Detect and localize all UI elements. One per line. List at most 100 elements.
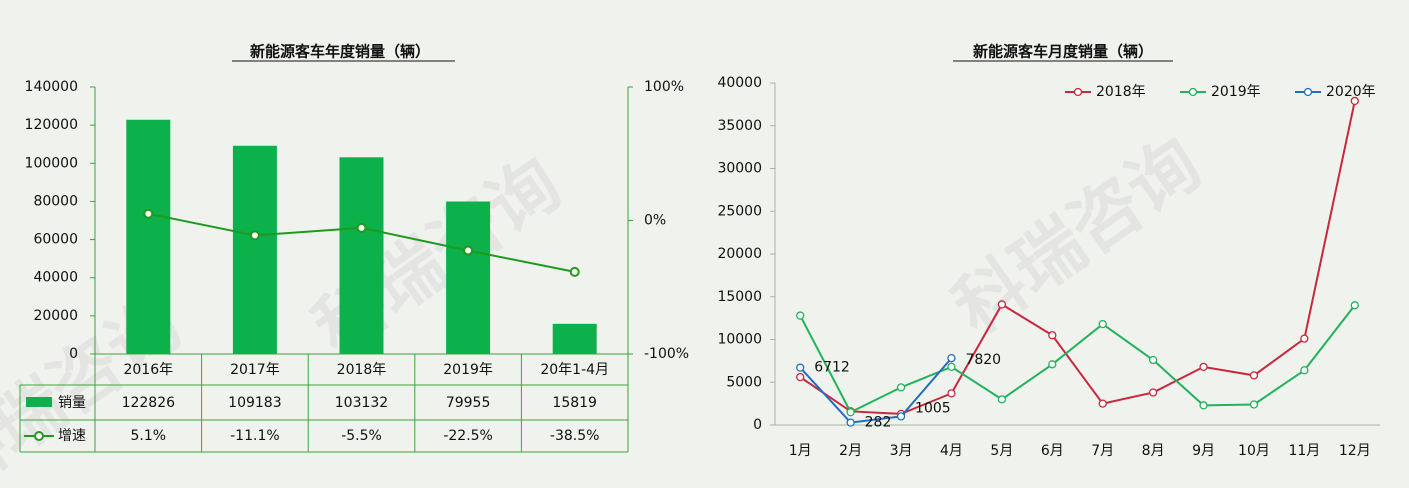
point: [796, 363, 805, 372]
y2-tick-label: -100%: [644, 346, 689, 362]
x-tick-label: 4月: [940, 443, 963, 459]
point: [1098, 319, 1107, 329]
x-tick-label: 7月: [1091, 443, 1114, 459]
point: [846, 408, 855, 417]
y-tick-label: 5000: [726, 374, 762, 390]
series-line: [799, 304, 1356, 414]
growth-marker: [463, 245, 474, 256]
y-tick-label: 0: [69, 346, 78, 362]
point: [896, 412, 906, 421]
bar: [232, 145, 277, 354]
x-tick-label: 2016年: [123, 362, 173, 378]
point: [1300, 366, 1309, 375]
point: [846, 418, 855, 427]
y-tick-label: 20000: [717, 246, 762, 262]
point: [796, 311, 805, 320]
growth-marker: [569, 266, 580, 277]
bar: [339, 157, 384, 354]
x-tick-label: 12月: [1339, 443, 1371, 459]
y-tick-label: 10000: [717, 332, 762, 348]
legend-label: 2020年: [1326, 84, 1376, 100]
table-value: 15819: [552, 395, 597, 411]
y-tick-label: 15000: [717, 289, 762, 305]
legend-label: 销量: [58, 395, 86, 411]
point: [947, 362, 956, 372]
x-tick-label: 6月: [1041, 443, 1064, 459]
point: [997, 395, 1007, 404]
data-label: 282: [865, 415, 892, 431]
legend-marker: [1188, 87, 1198, 97]
y-tick-label: 140000: [25, 79, 78, 95]
y2-tick-label: 0%: [644, 213, 666, 229]
growth-marker: [249, 230, 260, 241]
y-tick-label: 100000: [25, 155, 78, 171]
x-tick-label: 5月: [990, 443, 1013, 459]
table-value: 109183: [228, 395, 281, 411]
table-value: -22.5%: [443, 428, 493, 444]
table-value: -38.5%: [550, 428, 600, 444]
x-tick-label: 3月: [890, 443, 913, 459]
x-tick-label: 1月: [789, 443, 812, 459]
point: [1350, 96, 1359, 106]
y-tick-label: 60000: [33, 232, 78, 248]
point: [1148, 355, 1158, 365]
y-tick-label: 40000: [33, 270, 78, 286]
growth-marker: [143, 208, 154, 219]
point: [1148, 388, 1158, 397]
bar: [446, 201, 491, 354]
point: [1199, 362, 1208, 372]
x-tick-label: 20年1-4月: [540, 362, 609, 378]
legend-marker: [34, 431, 44, 441]
legend-label: 2018年: [1096, 84, 1146, 100]
x-tick-label: 2019年: [443, 362, 493, 378]
point: [1249, 400, 1259, 409]
y-tick-label: 120000: [25, 117, 78, 133]
point: [1300, 334, 1309, 343]
point: [997, 300, 1007, 309]
bar: [126, 119, 171, 355]
point: [1350, 301, 1359, 310]
y-tick-label: 20000: [33, 308, 78, 324]
x-tick-label: 2017年: [230, 362, 280, 378]
table-value: -5.5%: [341, 428, 382, 444]
y-tick-label: 40000: [717, 75, 762, 91]
chart-title: 新能源客车月度销量（辆）: [973, 43, 1153, 61]
point: [1098, 399, 1107, 408]
legend-label: 2019年: [1211, 84, 1261, 100]
point: [947, 353, 956, 363]
y-tick-label: 25000: [717, 203, 762, 219]
point: [947, 389, 956, 398]
data-label: 1005: [915, 400, 951, 416]
table-value: 5.1%: [131, 428, 167, 444]
y-tick-label: 80000: [33, 193, 78, 209]
bar: [552, 323, 597, 354]
table-value: 122826: [122, 395, 176, 411]
y-tick-label: 0: [753, 417, 762, 433]
series-line: [799, 100, 1356, 415]
x-tick-label: 10月: [1238, 443, 1270, 459]
x-tick-label: 2月: [839, 443, 862, 459]
point: [1249, 371, 1259, 380]
table-value: 103132: [335, 395, 388, 411]
point: [1048, 360, 1057, 369]
x-tick-label: 11月: [1288, 443, 1320, 459]
point: [796, 372, 805, 382]
x-tick-label: 8月: [1142, 443, 1165, 459]
x-tick-label: 9月: [1192, 443, 1215, 459]
series-line: [799, 357, 953, 424]
y-tick-label: 30000: [717, 161, 762, 177]
legend-swatch: [26, 397, 52, 407]
table-value: 79955: [446, 395, 491, 411]
data-label: 7820: [965, 352, 1001, 368]
legend-label: 增速: [58, 428, 86, 444]
point: [1048, 331, 1057, 340]
point: [896, 383, 906, 392]
chart-title: 新能源客车年度销量（辆）: [250, 43, 430, 61]
legend-marker: [1303, 87, 1313, 97]
x-tick-label: 2018年: [337, 362, 387, 378]
y-tick-label: 35000: [717, 118, 762, 134]
data-label: 6712: [814, 360, 850, 376]
